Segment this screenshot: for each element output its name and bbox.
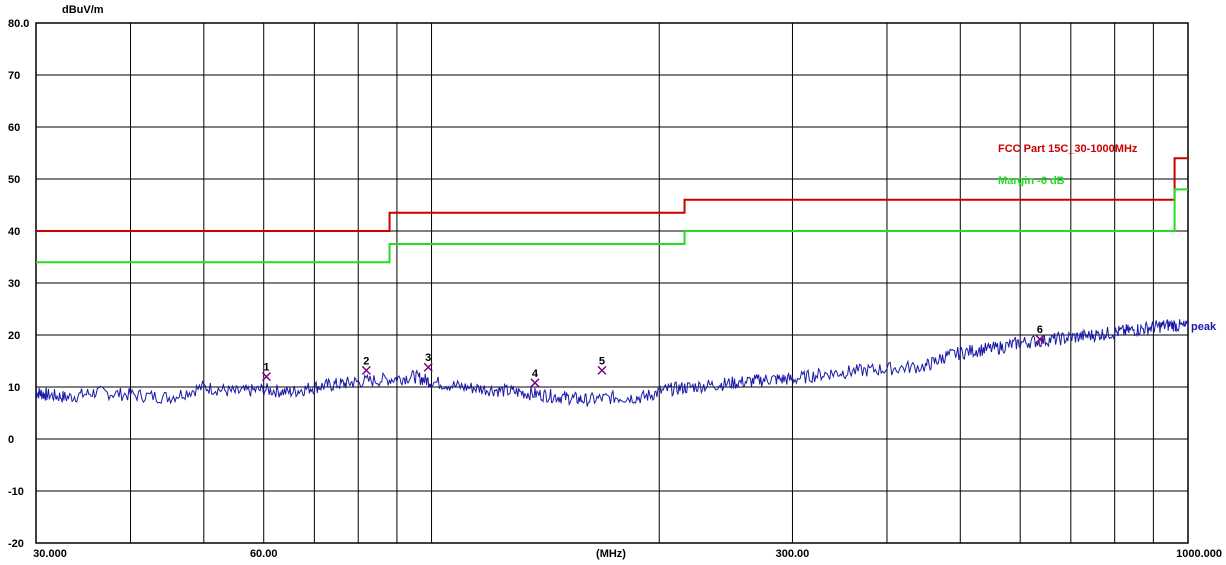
y-tick-label: 10 [8,382,20,394]
y-tick-label: -10 [8,486,24,498]
marker-cross [361,365,371,375]
marker-cross [423,362,433,372]
x-tick-label: 60.00 [250,548,278,560]
y-tick-label: 0 [8,434,14,446]
y-tick-label: -20 [8,538,24,550]
markers-group: 1 2 3 4 5 6 [261,324,1045,388]
y-tick-label: 80.0 [8,18,29,30]
y-axis-label: dBuV/m [62,4,104,16]
y-tick-label: 60 [8,122,20,134]
y-tick-label: 50 [8,174,20,186]
x-tick-labels: 30.000 60.00 300.00 1000.000 [33,548,1222,560]
marker-label: 1 [263,362,269,374]
x-tick-label: 300.00 [776,548,810,560]
marker-cross [261,372,271,382]
limit-line [36,188,1188,264]
marker-label: 2 [363,355,369,367]
y-tick-labels: 80.0 70 60 50 40 30 20 10 0 -10 -20 [8,18,29,550]
marker-label: 6 [1037,324,1043,336]
series-group: peak [35,319,1217,407]
series-label: peak [1191,321,1217,333]
marker-cross [597,365,607,375]
y-tick-label: 40 [8,226,20,238]
marker-cross [1035,334,1045,344]
x-tick-label: 30.000 [33,548,67,560]
marker-cross [530,378,540,388]
series-line [35,319,1189,407]
x-tick-label: 1000.000 [1176,548,1222,560]
limit-line [36,157,1188,232]
limit-label: FCC Part 15C_30-1000MHz [998,143,1138,155]
marker-label: 5 [599,355,605,367]
y-tick-label: 20 [8,330,20,342]
legend-labels: FCC Part 15C_30-1000MHz Margin -6 dB [998,143,1138,187]
y-tick-label: 70 [8,70,20,82]
margin-label: Margin -6 dB [998,175,1065,187]
x-axis-label: (MHz) [596,548,626,560]
y-tick-label: 30 [8,278,20,290]
marker-label: 3 [425,352,431,364]
limit-lines [36,157,1188,264]
marker-label: 4 [532,368,539,380]
